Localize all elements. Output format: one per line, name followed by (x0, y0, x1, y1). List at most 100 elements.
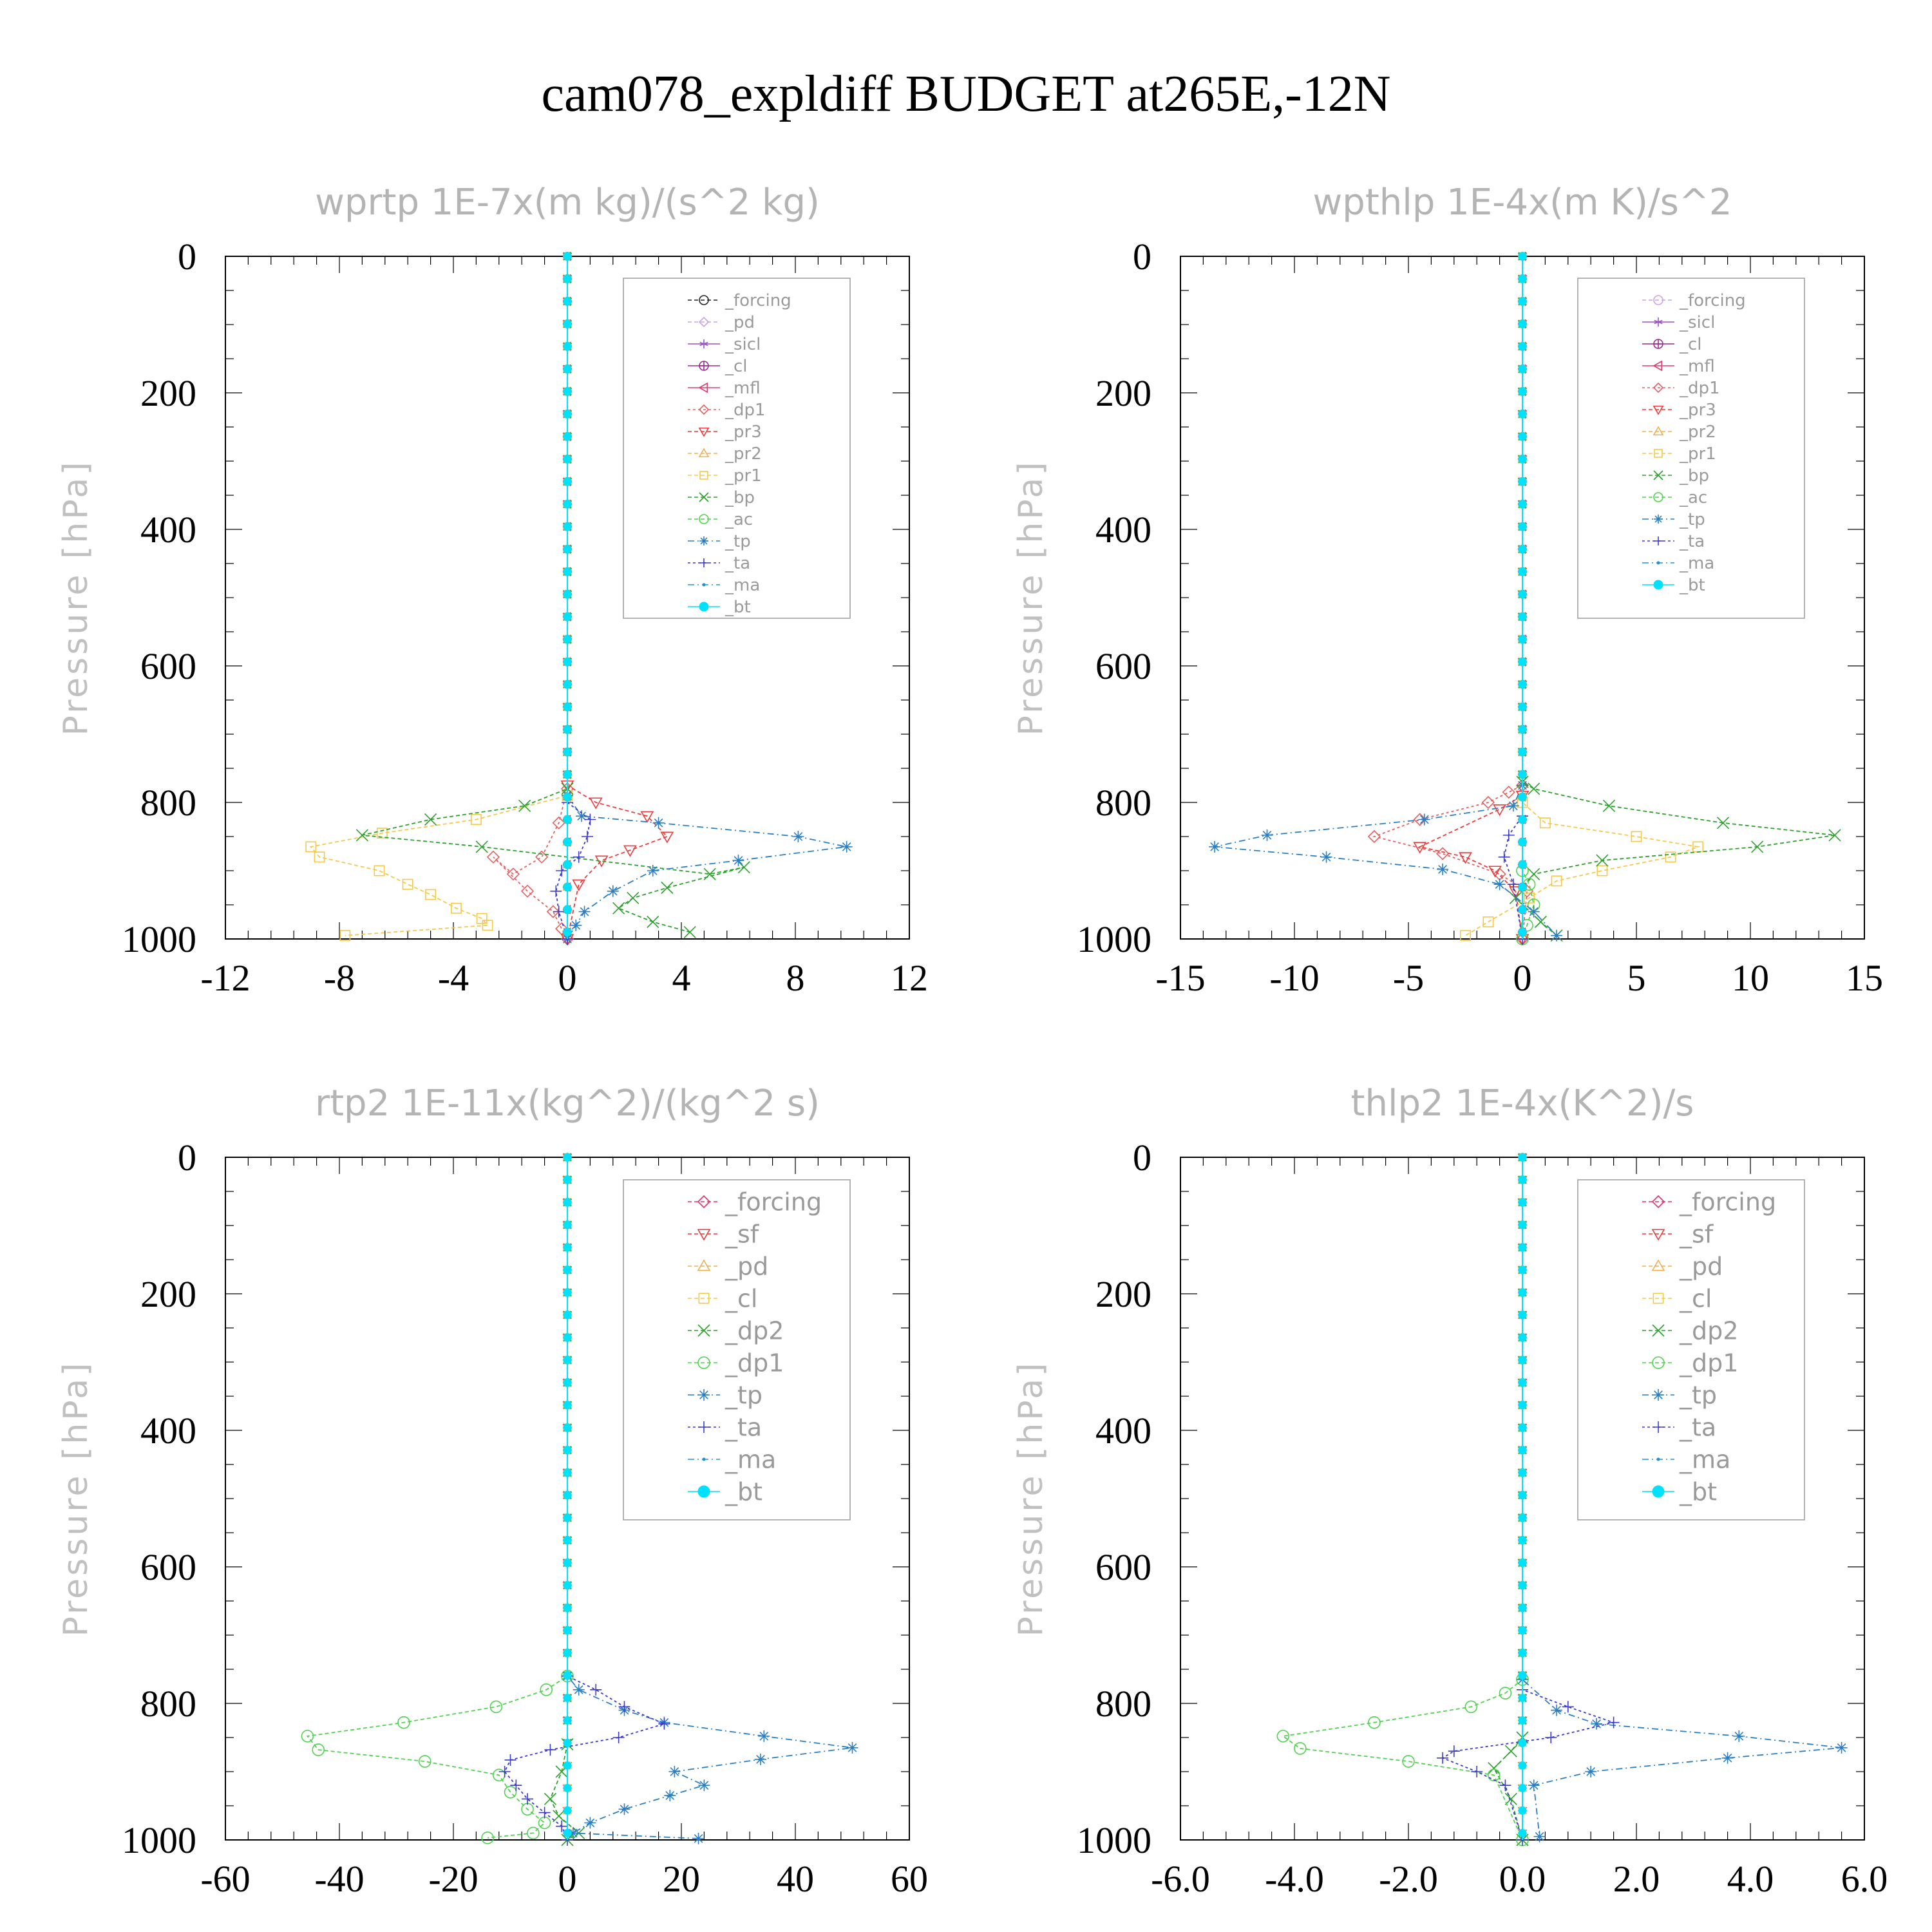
legend-marker (1652, 1356, 1665, 1369)
data-point (1518, 1265, 1527, 1274)
data-point (518, 799, 531, 812)
data-point (563, 658, 572, 667)
data-point (1518, 590, 1527, 599)
x-tick-label: 6.0 (1841, 1858, 1888, 1900)
legend-item: _tp (688, 1381, 762, 1409)
legend-label: _ma (724, 576, 760, 595)
data-point (1533, 1830, 1546, 1842)
data-point (1518, 1671, 1527, 1680)
data-point (1518, 1536, 1527, 1545)
series-dp1 (486, 251, 574, 946)
data-point (652, 817, 665, 829)
series-line (306, 1157, 568, 1839)
legend-marker (1654, 317, 1663, 327)
legend-label: _bt (724, 1477, 762, 1506)
data-point (1518, 477, 1527, 486)
data-point (1493, 878, 1506, 891)
legend-label: _forcing (1679, 291, 1746, 310)
data-point (563, 1423, 572, 1432)
series-group (301, 1152, 858, 1846)
data-point (1518, 1558, 1527, 1567)
data-point (520, 884, 535, 898)
data-point (692, 1832, 705, 1844)
legend-label: _bp (724, 488, 755, 507)
data-point (1518, 297, 1527, 306)
x-tick-label: 0 (558, 1858, 577, 1900)
data-point (1518, 410, 1527, 419)
legend-item: _ma (1642, 1445, 1730, 1473)
data-point (1665, 851, 1676, 863)
data-point (1562, 1701, 1574, 1713)
data-point (1518, 658, 1527, 667)
x-tick-label: 8 (786, 957, 805, 999)
legend-marker (698, 404, 710, 415)
data-point (418, 1755, 431, 1768)
data-point (1413, 842, 1427, 854)
legend-marker (697, 1485, 710, 1498)
data-point (589, 797, 603, 810)
data-point (504, 1786, 517, 1799)
legend-item: _sicl (1642, 313, 1715, 332)
data-point (470, 814, 482, 825)
legend-item: _bp (688, 488, 755, 507)
legend-item: _tp (688, 532, 751, 551)
legend-marker (1653, 1421, 1664, 1433)
data-point (1751, 840, 1764, 853)
data-point (563, 927, 572, 936)
legend-marker (698, 427, 710, 437)
data-point (1518, 725, 1527, 734)
legend-label: _pr1 (1679, 444, 1716, 464)
legend-item: _pr1 (688, 466, 762, 486)
data-point (563, 905, 572, 914)
x-tick-label: 4.0 (1727, 1858, 1774, 1900)
data-point (552, 816, 565, 829)
data-point (1518, 1694, 1527, 1703)
legend-marker (699, 471, 708, 480)
x-tick-label: -6.0 (1151, 1858, 1210, 1900)
data-point (846, 1741, 858, 1754)
data-point (647, 865, 659, 876)
legend-item: _bt (1642, 576, 1705, 595)
legend-label: _ma (724, 1445, 776, 1473)
data-point (1504, 1792, 1517, 1805)
legend-label: _pr2 (724, 444, 762, 464)
data-point (1551, 875, 1562, 887)
data-point (486, 850, 500, 864)
legend-marker (1651, 1259, 1665, 1271)
data-point (1518, 1626, 1527, 1635)
axis-ticks (1180, 256, 1864, 939)
data-point (563, 1378, 572, 1387)
data-point (1518, 1513, 1527, 1522)
legend: _forcing _sf _pd _cl _dp2 _dp1 _tp _ta _ma _bt (623, 1179, 851, 1520)
legend-marker (699, 514, 709, 524)
data-point (563, 365, 572, 374)
y-tick-label: 800 (1095, 782, 1151, 824)
data-point (1518, 837, 1527, 846)
data-point (658, 1718, 670, 1730)
data-point (546, 905, 560, 918)
data-point (527, 1826, 540, 1840)
data-point (1518, 1761, 1527, 1770)
data-point (563, 1828, 572, 1837)
data-point (550, 885, 562, 897)
data-point (1518, 793, 1527, 802)
y-tick-label: 200 (140, 372, 196, 414)
data-point (563, 770, 572, 779)
data-point (1518, 1220, 1527, 1229)
data-point (563, 1153, 572, 1162)
data-point (732, 855, 744, 867)
data-point (1518, 1311, 1527, 1320)
data-point (698, 1779, 710, 1792)
legend-item: _pr3 (1642, 401, 1716, 420)
legend-item: _dp2 (688, 1316, 784, 1345)
legend-marker (1651, 1229, 1665, 1241)
data-point (1518, 1604, 1527, 1613)
data-point (1518, 1649, 1527, 1658)
legend-marker (1653, 426, 1664, 436)
data-point (563, 1491, 572, 1500)
y-tick-label: 0 (178, 1137, 196, 1179)
x-tick-label: 40 (777, 1858, 814, 1900)
data-point (1602, 799, 1616, 812)
data-point (1518, 635, 1527, 644)
